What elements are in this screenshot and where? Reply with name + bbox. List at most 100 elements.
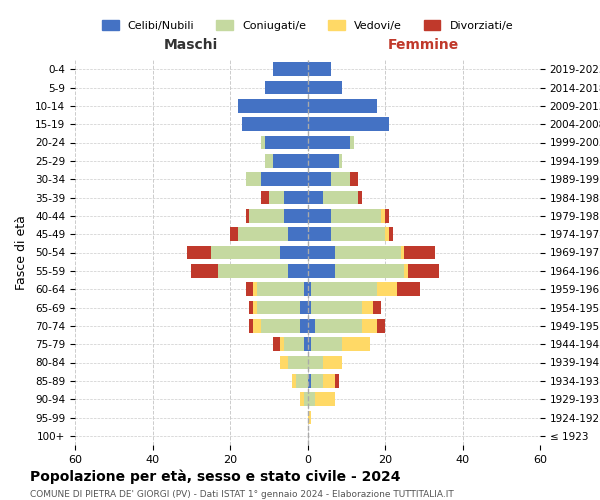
Bar <box>308 190 323 204</box>
Bar <box>280 338 284 351</box>
Bar <box>362 300 373 314</box>
Text: COMUNE DI PIETRA DE' GIORGI (PV) - Dati ISTAT 1° gennaio 2024 - Elaborazione TUT: COMUNE DI PIETRA DE' GIORGI (PV) - Dati … <box>30 490 454 499</box>
Bar <box>308 80 343 94</box>
Bar <box>404 246 436 260</box>
Bar <box>250 209 284 222</box>
Bar <box>308 62 331 76</box>
Bar <box>269 190 284 204</box>
Bar <box>308 300 311 314</box>
Bar <box>211 246 280 260</box>
Bar <box>308 356 323 370</box>
Bar <box>397 282 420 296</box>
Bar <box>343 338 370 351</box>
Bar <box>401 246 404 260</box>
Bar <box>230 228 238 241</box>
Bar <box>311 374 323 388</box>
Bar <box>331 209 381 222</box>
Bar <box>304 338 308 351</box>
Bar <box>308 319 315 332</box>
Bar <box>218 264 288 278</box>
Bar <box>350 136 354 149</box>
Bar <box>304 392 308 406</box>
Bar <box>358 190 362 204</box>
Bar <box>300 319 308 332</box>
Bar <box>245 209 250 222</box>
Bar <box>308 282 311 296</box>
Bar <box>261 172 308 186</box>
Legend: Celibi/Nubili, Coniugati/e, Vedovi/e, Divorziati/e: Celibi/Nubili, Coniugati/e, Vedovi/e, Di… <box>98 16 517 35</box>
Bar <box>238 228 288 241</box>
Bar <box>308 136 350 149</box>
Bar <box>261 136 265 149</box>
Bar <box>389 228 393 241</box>
Bar <box>250 319 253 332</box>
Bar <box>253 319 261 332</box>
Bar <box>385 228 389 241</box>
Bar <box>311 300 362 314</box>
Bar <box>335 264 404 278</box>
Bar <box>373 300 381 314</box>
Bar <box>308 99 377 112</box>
Bar <box>381 209 385 222</box>
Bar <box>308 118 389 131</box>
Bar <box>323 190 358 204</box>
Bar <box>242 118 308 131</box>
Bar <box>272 62 308 76</box>
Bar <box>308 392 315 406</box>
Bar <box>272 338 280 351</box>
Bar <box>323 356 343 370</box>
Bar <box>362 319 377 332</box>
Bar <box>304 282 308 296</box>
Bar <box>338 154 343 168</box>
Bar <box>315 319 362 332</box>
Bar <box>245 282 253 296</box>
Bar <box>288 264 308 278</box>
Text: Popolazione per età, sesso e stato civile - 2024: Popolazione per età, sesso e stato civil… <box>30 470 401 484</box>
Bar <box>335 374 338 388</box>
Bar <box>288 356 308 370</box>
Bar <box>187 246 211 260</box>
Bar <box>308 374 311 388</box>
Bar <box>238 99 308 112</box>
Bar <box>308 338 311 351</box>
Bar <box>377 319 385 332</box>
Bar <box>250 300 253 314</box>
Bar <box>284 338 304 351</box>
Bar <box>284 190 308 204</box>
Bar <box>261 319 300 332</box>
Bar <box>253 300 257 314</box>
Bar <box>385 209 389 222</box>
Bar <box>292 374 296 388</box>
Bar <box>245 172 261 186</box>
Bar <box>331 228 385 241</box>
Bar <box>284 209 308 222</box>
Bar <box>308 209 331 222</box>
Bar <box>308 264 335 278</box>
Bar <box>265 136 308 149</box>
Bar <box>308 172 331 186</box>
Text: Femmine: Femmine <box>388 38 460 52</box>
Bar <box>257 282 304 296</box>
Bar <box>404 264 408 278</box>
Bar <box>308 410 311 424</box>
Bar <box>315 392 335 406</box>
Bar <box>265 154 272 168</box>
Bar <box>335 246 401 260</box>
Bar <box>308 246 335 260</box>
Y-axis label: Fasce di età: Fasce di età <box>15 215 28 290</box>
Bar <box>300 300 308 314</box>
Bar <box>296 374 308 388</box>
Bar <box>257 300 300 314</box>
Bar <box>265 80 308 94</box>
Bar <box>191 264 218 278</box>
Bar <box>280 246 308 260</box>
Bar <box>308 228 331 241</box>
Bar <box>280 356 288 370</box>
Bar <box>408 264 439 278</box>
Bar <box>308 154 338 168</box>
Bar <box>261 190 269 204</box>
Bar <box>253 282 257 296</box>
Bar <box>311 282 377 296</box>
Bar <box>272 154 308 168</box>
Bar <box>377 282 397 296</box>
